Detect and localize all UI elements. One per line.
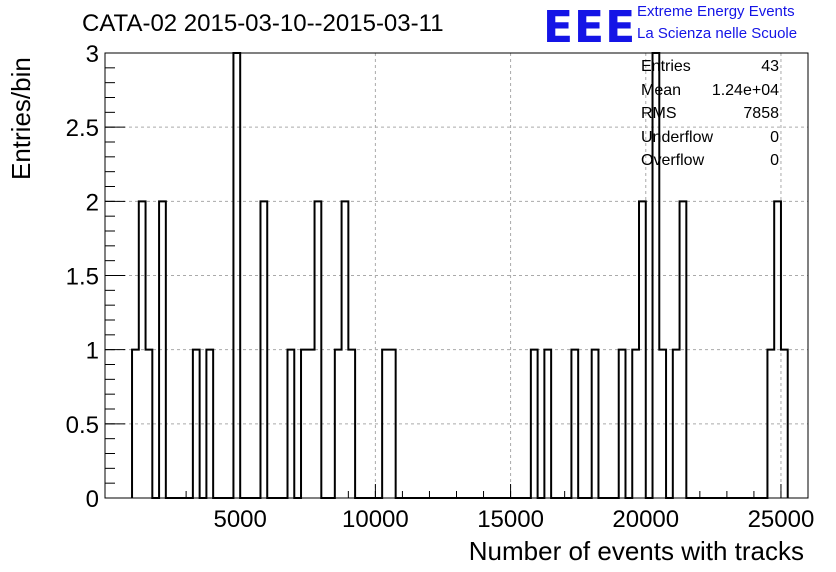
y-tick-label: 0 — [86, 486, 99, 513]
stat-value: 7858 — [743, 105, 779, 122]
stat-name: RMS — [641, 105, 677, 122]
stat-row-rms: RMS 7858 — [641, 105, 779, 129]
stat-name: Underflow — [641, 128, 714, 146]
y-tick-label: 1 — [86, 338, 99, 365]
stat-value: 43 — [761, 58, 779, 75]
stat-value: 0 — [770, 128, 779, 146]
x-tick-label: 10000 — [342, 506, 409, 533]
x-tick-label: 25000 — [748, 506, 815, 533]
y-tick-label: 1.5 — [66, 264, 99, 291]
stats-box: Entries 43 Mean 1.24e+04 RMS 7858 Underf… — [641, 58, 779, 176]
stat-value: 1.24e+04 — [711, 81, 779, 99]
stat-name: Overflow — [641, 152, 705, 169]
y-axis-label: Entries/bin — [6, 57, 36, 180]
stat-value: 0 — [770, 152, 779, 169]
y-tick-label: 3 — [86, 41, 99, 68]
histogram-outline — [131, 52, 789, 499]
stat-name: Entries — [641, 58, 691, 75]
x-axis-label: Number of events with tracks — [468, 536, 804, 566]
chart-title: CATA-02 2015-03-10--2015-03-11 — [82, 10, 444, 37]
y-tick-label: 2 — [86, 189, 99, 216]
y-tick-label: 0.5 — [66, 412, 99, 439]
stat-row-entries: Entries 43 — [641, 58, 779, 82]
x-tick-label: 15000 — [477, 506, 544, 533]
logo-line-1: Extreme Energy Events — [637, 3, 795, 20]
stat-row-mean: Mean 1.24e+04 — [641, 82, 779, 106]
logo-line-2: La Scienza nelle Scuole — [637, 25, 798, 42]
y-tick-label: 2.5 — [66, 115, 99, 142]
axis-ticks: 0 0.5 1 1.5 2 2.5 3 5000 10000 15000 20000 25000 — [66, 41, 815, 533]
stat-row-overflow: Overflow 0 — [641, 152, 779, 176]
eee-logo: EEE — [543, 2, 637, 53]
x-tick-label: 5000 — [213, 506, 266, 533]
stat-row-underflow: Underflow 0 — [641, 129, 779, 153]
x-tick-label: 20000 — [612, 506, 679, 533]
stat-name: Mean — [641, 81, 682, 99]
